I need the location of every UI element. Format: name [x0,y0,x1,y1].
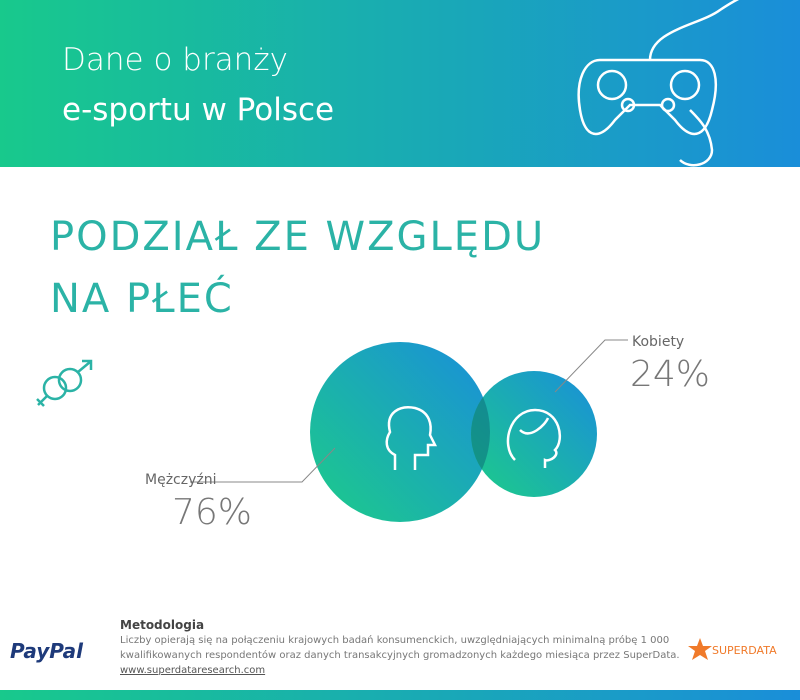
group-label: Mężczyźni [145,472,216,488]
footer-text: kwalifikowanych respondentów oraz danych… [120,649,680,661]
footer-link[interactable]: www.superdataresearch.com [120,665,265,676]
group-value: 24% [630,354,710,395]
superdata-star [688,638,712,660]
women-circle [471,371,597,497]
paypal-logo: PayPal [10,639,84,663]
superdata-logo: SUPERDATA [712,644,777,657]
men-circle [310,342,490,522]
header-title: Dane o branży [62,42,288,78]
header-band [0,0,800,167]
group-label: Kobiety [632,334,684,350]
footer-text: Liczby opierają się na połączeniu krajow… [120,634,669,646]
footer-band [0,690,800,700]
leader-line [190,447,336,483]
female-face-icon [506,408,562,468]
leader-line [554,339,628,393]
section-title: NA PŁEĆ [50,274,234,322]
gender-icon [36,359,93,407]
header-title: e-sportu w Polsce [62,92,334,128]
group-value: 76% [172,492,252,533]
footer-heading: Metodologia [120,618,204,632]
gamepad-icon [577,0,740,167]
male-face-icon [385,406,438,470]
section-title: PODZIAŁ ZE WZGLĘDU [50,214,545,260]
